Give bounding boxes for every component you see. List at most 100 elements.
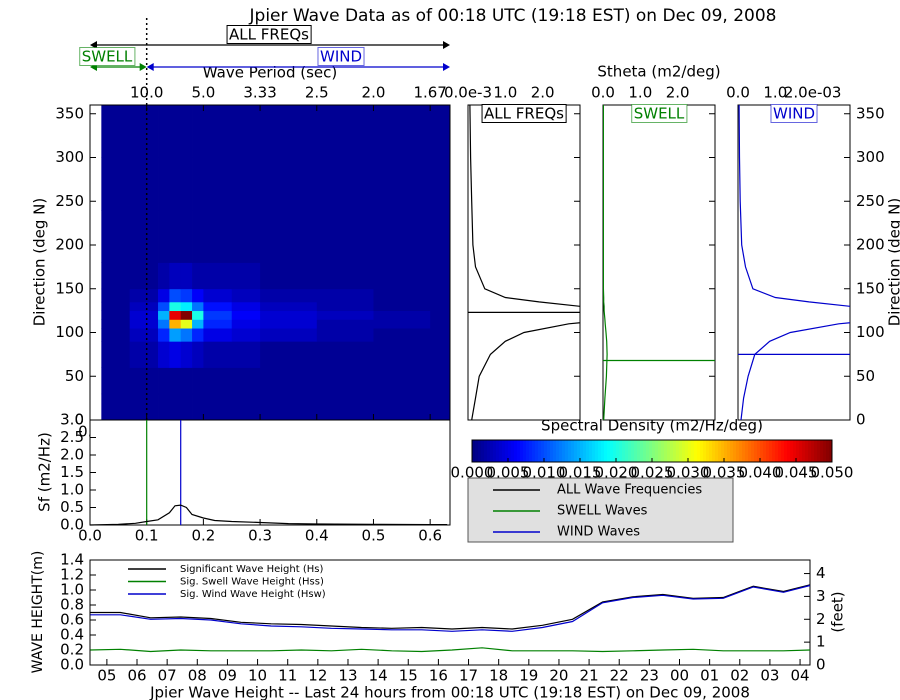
swell-annotation: SWELL bbox=[82, 48, 133, 66]
ts-x-tick-label: 05 bbox=[97, 667, 116, 685]
right-y-tick-label: 50 bbox=[856, 367, 875, 385]
y-axis-label: Direction (deg N) bbox=[31, 198, 49, 327]
sf-x-tick-label: 0.1 bbox=[135, 527, 159, 545]
ts-x-tick-label: 09 bbox=[218, 667, 237, 685]
ts-y2-tick-label: 2 bbox=[816, 610, 826, 628]
colorbar-swatch bbox=[559, 440, 563, 462]
profile-x-tick-label: 1.0 bbox=[493, 84, 517, 102]
ts-x-tick-label: 08 bbox=[188, 667, 207, 685]
heatmap-cell bbox=[192, 262, 204, 290]
heatmap-cell bbox=[192, 319, 204, 329]
y-tick-label: 50 bbox=[65, 367, 84, 385]
heatmap-cell bbox=[180, 288, 193, 303]
heatmap-cell bbox=[203, 288, 233, 303]
heatmap-cell bbox=[203, 105, 233, 158]
colorbar-swatch bbox=[748, 440, 752, 462]
colorbar-swatch bbox=[718, 440, 722, 462]
colorbar-swatch bbox=[787, 440, 791, 462]
heatmap-cell bbox=[373, 393, 431, 421]
heatmap-cell bbox=[373, 319, 431, 329]
colorbar-swatch bbox=[487, 440, 491, 462]
heatmap-cell bbox=[373, 301, 431, 312]
ts-line bbox=[90, 584, 811, 632]
x2-tick-label: 10.0 bbox=[130, 84, 163, 102]
colorbar-swatch bbox=[526, 440, 530, 462]
colorbar-swatch bbox=[619, 440, 623, 462]
colorbar-swatch bbox=[517, 440, 521, 462]
heatmap-cell bbox=[430, 157, 451, 211]
legend-label: WIND Waves bbox=[557, 525, 640, 540]
sf-y-tick-label: 2.5 bbox=[60, 428, 84, 446]
x2-tick-label: 2.5 bbox=[305, 84, 329, 102]
colorbar-tick-label: 0.020 bbox=[595, 464, 638, 482]
heatmap-cell bbox=[129, 367, 159, 395]
sf-x-tick-label: 0.6 bbox=[418, 527, 442, 545]
ts-title: Jpier Wave Height -- Last 24 hours from … bbox=[149, 684, 750, 700]
sf-y-tick-label: 0.0 bbox=[60, 516, 84, 534]
colorbar-swatch bbox=[730, 440, 734, 462]
colorbar-swatch bbox=[823, 440, 827, 462]
sf-y-tick-label: 1.0 bbox=[60, 481, 84, 499]
heatmap-cell bbox=[316, 210, 374, 263]
heatmap-cell bbox=[129, 288, 159, 303]
colorbar-tick-label: 0.025 bbox=[631, 464, 674, 482]
heatmap-cell bbox=[192, 301, 204, 312]
colorbar-swatch bbox=[769, 440, 773, 462]
heatmap-cell bbox=[231, 288, 261, 303]
colorbar-swatch bbox=[667, 440, 671, 462]
colorbar-swatch bbox=[556, 440, 560, 462]
colorbar-swatch bbox=[592, 440, 596, 462]
heatmap-cell bbox=[430, 328, 451, 342]
colorbar-swatch bbox=[706, 440, 710, 462]
heatmap-cell bbox=[101, 301, 131, 312]
ts-legend-label: Sig. Swell Wave Height (Hss) bbox=[180, 577, 324, 588]
colorbar-swatch bbox=[622, 440, 626, 462]
colorbar-swatch bbox=[709, 440, 713, 462]
colorbar-swatch bbox=[490, 440, 494, 462]
sf-y-tick-label: 3.0 bbox=[60, 411, 84, 429]
heatmap-cell bbox=[192, 288, 204, 303]
y-tick-label: 300 bbox=[55, 148, 84, 166]
colorbar-swatch bbox=[763, 440, 767, 462]
colorbar-tick-label: 0.035 bbox=[703, 464, 746, 482]
heatmap-cell bbox=[373, 328, 431, 342]
heatmap-cell bbox=[158, 341, 170, 368]
colorbar-swatch bbox=[790, 440, 794, 462]
x2-tick-label: 3.33 bbox=[243, 84, 276, 102]
colorbar-swatch bbox=[775, 440, 779, 462]
heatmap-cell bbox=[430, 393, 451, 421]
heatmap-cell bbox=[316, 341, 374, 368]
heatmap-cell bbox=[158, 288, 170, 303]
colorbar-swatch bbox=[640, 440, 644, 462]
heatmap-cell bbox=[101, 157, 131, 211]
heatmap-cell bbox=[231, 367, 261, 395]
sf-x-tick-label: 0.0 bbox=[78, 527, 102, 545]
heatmap-cell bbox=[101, 393, 131, 421]
sf-y-axis-label: Sf (m2/Hz) bbox=[36, 432, 54, 512]
heatmap-cell bbox=[260, 288, 318, 303]
y-tick-label: 200 bbox=[55, 236, 84, 254]
profile-x-tick-label: 0.0 bbox=[591, 84, 615, 102]
colorbar-swatch bbox=[613, 440, 617, 462]
colorbar-swatch bbox=[697, 440, 701, 462]
heatmap-cell bbox=[373, 262, 431, 290]
heatmap-cell bbox=[169, 367, 182, 395]
heatmap-cell bbox=[260, 393, 318, 421]
ts-y2-tick-label: 4 bbox=[816, 564, 826, 582]
ts-x-tick-label: 12 bbox=[308, 667, 327, 685]
heatmap-cell bbox=[260, 319, 318, 329]
heatmap-cell bbox=[231, 328, 261, 342]
heatmap-cell bbox=[158, 157, 170, 211]
heatmap-cell bbox=[180, 105, 193, 158]
ts-x-tick-label: 02 bbox=[730, 667, 749, 685]
ts-x-tick-label: 13 bbox=[338, 667, 357, 685]
heatmap-cell bbox=[203, 319, 233, 329]
heatmap-cell bbox=[158, 301, 170, 312]
heatmap-cell bbox=[169, 301, 182, 312]
legend-label: SWELL Waves bbox=[557, 504, 648, 519]
heatmap-cell bbox=[430, 262, 451, 290]
colorbar-swatch bbox=[646, 440, 650, 462]
colorbar-swatch bbox=[565, 440, 569, 462]
colorbar-swatch bbox=[481, 440, 485, 462]
heatmap-cell bbox=[180, 328, 193, 342]
